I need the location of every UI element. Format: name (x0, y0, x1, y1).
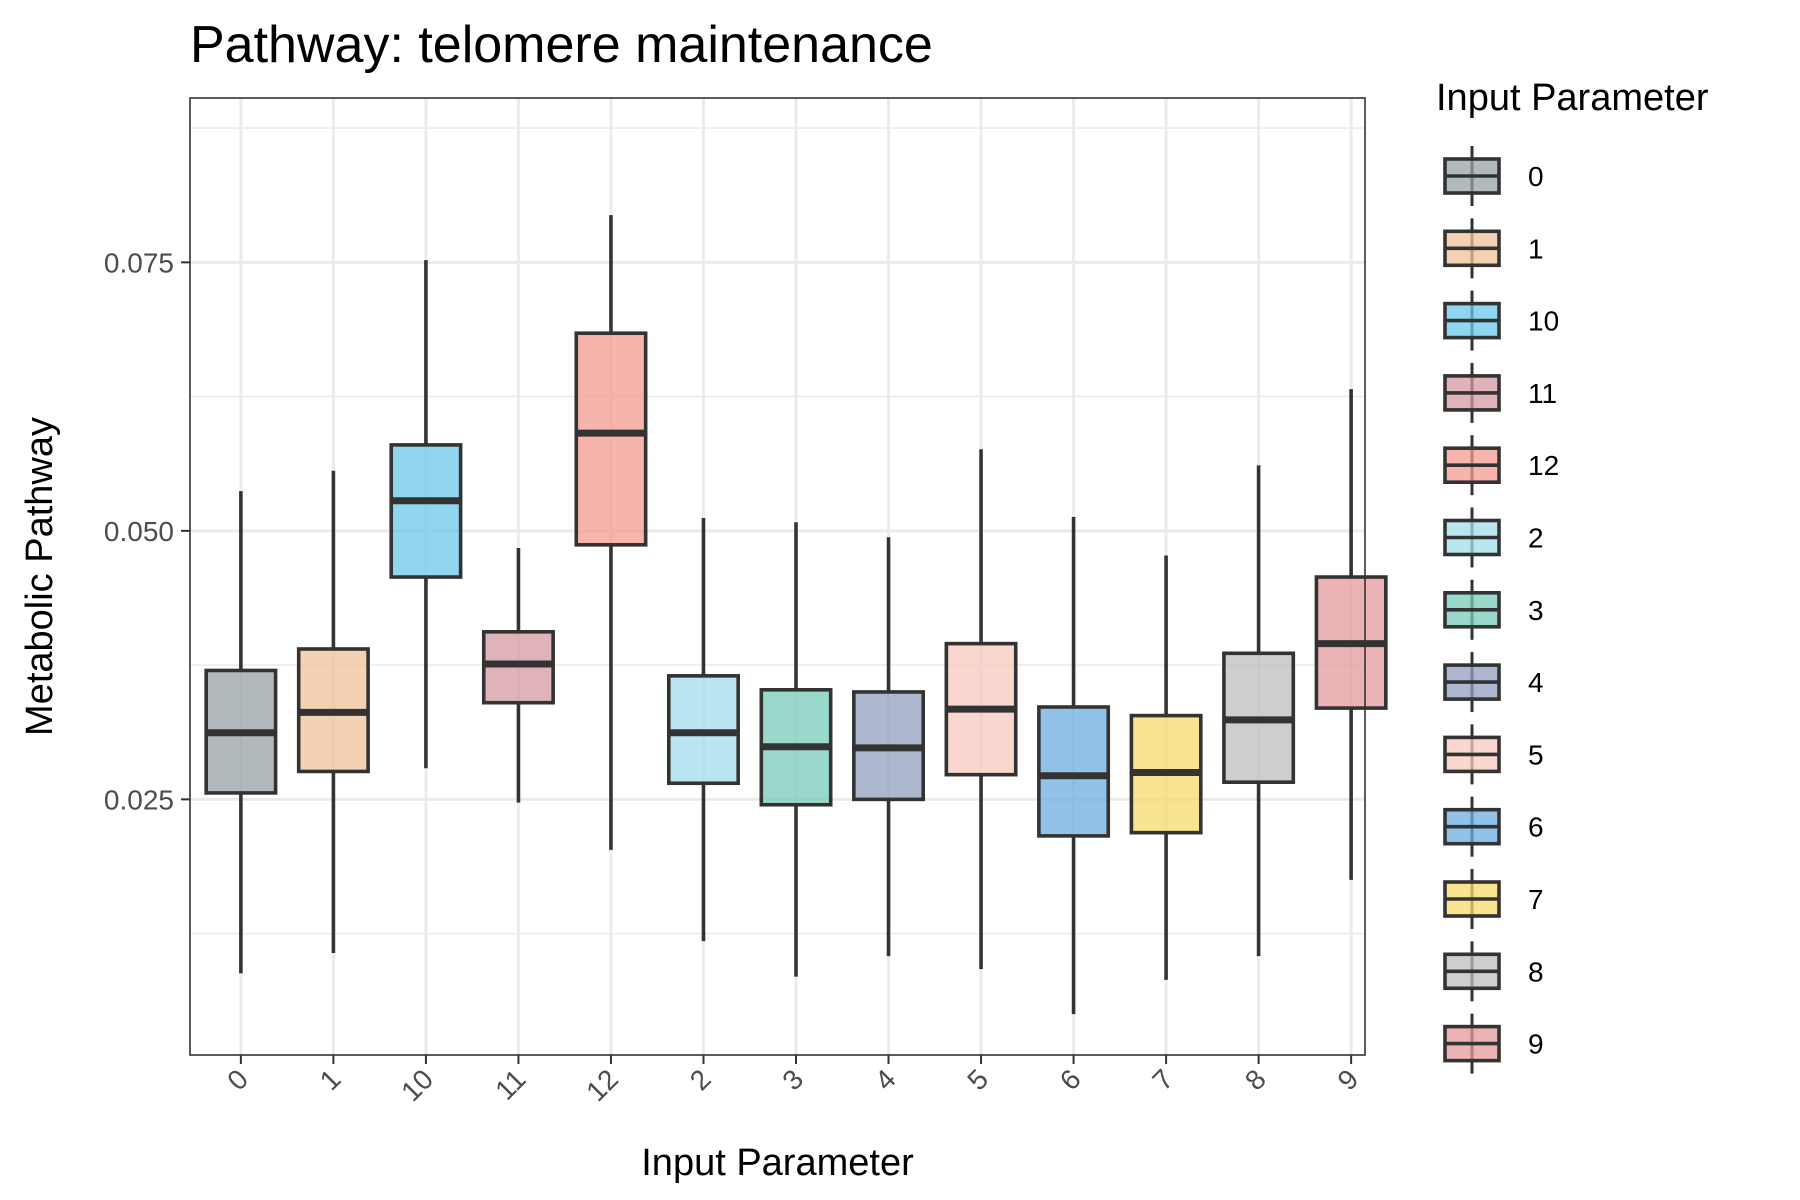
legend-title: Input Parameter (1436, 77, 1709, 119)
legend-item-11: 11 (1443, 362, 1557, 423)
x-tick-label: 4 (869, 1063, 902, 1096)
legend-item-10: 10 (1443, 290, 1559, 351)
boxes (204, 215, 1388, 1015)
box-5 (944, 449, 1018, 970)
legend-item-3: 3 (1443, 579, 1544, 640)
y-axis: 0.025 0.050 0.075 (104, 247, 190, 815)
legend-label: 0 (1528, 161, 1544, 192)
legend-label: 3 (1528, 595, 1544, 626)
chart-title: Pathway: telomere maintenance (190, 16, 933, 74)
legend-label: 7 (1528, 884, 1544, 915)
x-axis: 0 1 10 11 12 2 3 4 5 6 7 8 9 (221, 1055, 1364, 1107)
iqr-box (389, 443, 463, 579)
box-11 (481, 548, 555, 803)
box-4 (852, 537, 926, 957)
x-tick-label: 9 (1331, 1063, 1364, 1096)
box-3 (759, 522, 833, 977)
x-tick-label: 1 (314, 1063, 347, 1096)
legend-item-9: 9 (1443, 1013, 1544, 1074)
box-2 (666, 517, 740, 942)
box-7 (1129, 555, 1203, 980)
y-tick-label: 0.075 (104, 247, 174, 278)
legend-label: 10 (1528, 306, 1559, 337)
x-tick-label: 10 (395, 1063, 439, 1107)
box-8 (1222, 465, 1296, 957)
x-tick-label: 12 (580, 1063, 624, 1107)
legend: Input Parameter 0 1 10 11 12 2 3 4 5 6 7 8 9 (1436, 77, 1709, 1074)
legend-item-5: 5 (1443, 724, 1544, 785)
legend-label: 8 (1528, 956, 1544, 987)
legend-item-12: 12 (1443, 435, 1559, 496)
legend-label: 12 (1528, 450, 1559, 481)
legend-item-8: 8 (1443, 941, 1544, 1002)
box-1 (296, 470, 370, 953)
legend-label: 1 (1528, 233, 1544, 264)
y-tick-label: 0.050 (104, 516, 174, 547)
x-tick-label: 6 (1054, 1063, 1087, 1096)
x-tick-label: 2 (684, 1063, 717, 1096)
x-tick-label: 7 (1146, 1063, 1179, 1096)
legend-label: 11 (1528, 378, 1557, 409)
legend-item-2: 2 (1443, 507, 1544, 568)
iqr-box (1037, 705, 1111, 838)
box-12 (574, 215, 648, 850)
x-tick-label: 5 (961, 1063, 994, 1096)
iqr-box (574, 331, 648, 547)
x-axis-title: Input Parameter (641, 1142, 914, 1184)
box-10 (389, 260, 463, 769)
box-6 (1037, 516, 1111, 1015)
box-0 (204, 491, 278, 974)
legend-item-1: 1 (1443, 218, 1544, 279)
legend-label: 2 (1528, 523, 1544, 554)
y-tick-label: 0.025 (104, 784, 174, 815)
x-tick-label: 0 (221, 1063, 254, 1096)
legend-item-6: 6 (1443, 796, 1544, 857)
x-tick-label: 11 (489, 1063, 531, 1105)
legend-label: 4 (1528, 667, 1544, 698)
legend-label: 6 (1528, 812, 1544, 843)
legend-item-0: 0 (1443, 146, 1544, 206)
legend-item-7: 7 (1443, 869, 1544, 929)
box-9 (1314, 389, 1388, 880)
grid (190, 98, 1365, 1055)
legend-label: 9 (1528, 1029, 1544, 1060)
x-tick-label: 3 (776, 1063, 809, 1096)
legend-label: 5 (1528, 739, 1544, 770)
legend-item-4: 4 (1443, 652, 1544, 713)
y-axis-title: Metabolic Pathway (19, 417, 61, 736)
x-tick-label: 8 (1239, 1063, 1272, 1096)
plot-panel-border (189, 97, 1366, 1056)
